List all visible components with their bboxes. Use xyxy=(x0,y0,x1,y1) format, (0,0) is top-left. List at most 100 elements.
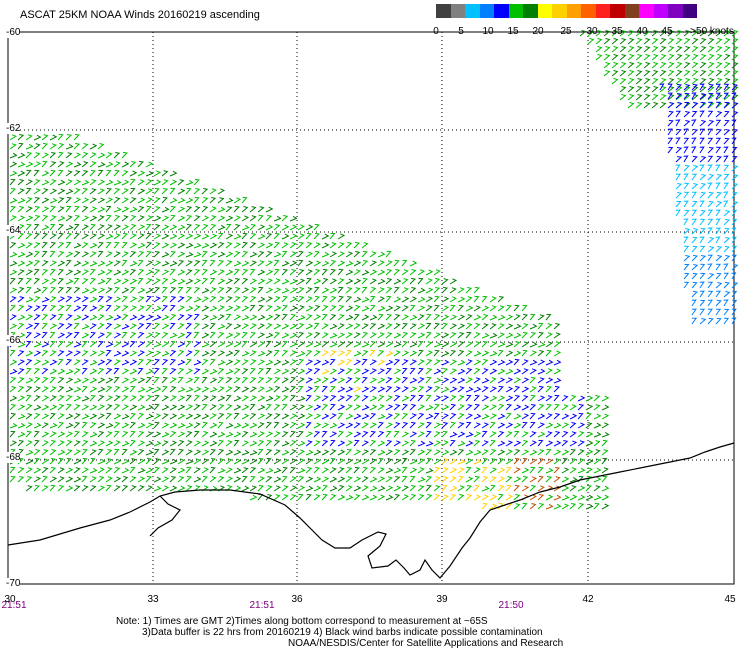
wind-barb xyxy=(9,197,18,204)
wind-barb xyxy=(185,458,194,465)
wind-barb xyxy=(193,449,202,456)
wind-barb xyxy=(297,250,304,258)
wind-barb xyxy=(25,394,32,402)
wind-barb xyxy=(281,287,290,294)
wind-barb xyxy=(723,164,730,172)
wind-barb xyxy=(329,449,337,456)
wind-barb xyxy=(449,359,458,366)
wind-barb xyxy=(353,466,360,474)
wind-barb xyxy=(153,403,160,411)
wind-barb xyxy=(161,233,170,240)
wind-barb xyxy=(161,179,169,186)
wind-barb xyxy=(691,264,699,271)
wind-barb xyxy=(321,404,329,411)
wind-barb xyxy=(449,296,457,303)
wind-barb xyxy=(41,232,49,240)
wind-barb xyxy=(113,376,120,384)
wind-barb xyxy=(521,304,528,312)
wind-barb xyxy=(691,110,698,118)
wind-barb xyxy=(113,197,121,204)
wind-barb xyxy=(65,251,74,258)
wind-barb xyxy=(619,54,627,61)
wind-barb xyxy=(337,268,344,276)
wind-barb xyxy=(113,278,122,285)
wind-barb xyxy=(377,431,385,438)
wind-barb xyxy=(121,323,130,330)
wind-barb xyxy=(313,223,320,231)
wind-barb xyxy=(41,359,50,366)
wind-barb xyxy=(25,260,34,267)
wind-barb xyxy=(289,458,298,465)
wind-barb xyxy=(153,358,160,366)
wind-barb xyxy=(209,269,218,276)
wind-barb xyxy=(41,314,49,321)
wind-barb xyxy=(49,422,58,429)
wind-barb xyxy=(161,242,170,249)
wind-barb xyxy=(537,359,546,366)
wind-barb xyxy=(49,449,57,456)
wind-barb xyxy=(417,314,425,321)
wind-barb xyxy=(153,458,161,465)
wind-barb xyxy=(369,359,378,366)
wind-barb xyxy=(723,218,731,226)
wind-barb xyxy=(433,422,442,429)
wind-barb xyxy=(699,191,706,199)
wind-barb xyxy=(369,251,377,258)
wind-barb xyxy=(707,62,715,69)
wind-barb xyxy=(425,430,432,438)
wind-barb xyxy=(425,449,433,456)
wind-barb xyxy=(169,268,176,276)
wind-barb xyxy=(611,78,619,85)
wind-barb xyxy=(305,458,313,465)
wind-barb xyxy=(561,485,570,492)
wind-barb xyxy=(619,86,627,93)
wind-barb xyxy=(177,350,185,357)
wind-barb xyxy=(683,46,691,53)
wind-barb xyxy=(369,430,376,438)
wind-barb xyxy=(643,94,651,101)
wind-barb xyxy=(249,350,257,357)
wind-barb xyxy=(81,233,89,240)
wind-barb xyxy=(577,458,585,465)
wind-barb xyxy=(457,413,465,420)
wind-barb xyxy=(675,102,683,109)
wind-barb xyxy=(553,323,561,330)
wind-barb xyxy=(129,197,137,204)
wind-barb xyxy=(417,449,426,456)
wind-barb xyxy=(161,359,169,366)
wind-barb xyxy=(17,287,25,294)
wind-barb xyxy=(25,377,34,384)
wind-barb xyxy=(553,385,561,393)
wind-barb xyxy=(529,359,538,366)
wind-barb xyxy=(409,296,418,303)
wind-barb xyxy=(707,246,715,253)
wind-barb xyxy=(89,287,98,294)
wind-barb xyxy=(185,431,193,438)
wind-barb xyxy=(265,449,273,456)
wind-barb xyxy=(201,305,210,312)
wind-barb xyxy=(505,466,512,474)
wind-barb xyxy=(9,395,18,402)
wind-barb xyxy=(457,458,466,465)
wind-barb xyxy=(643,78,651,85)
wind-barb xyxy=(81,413,90,420)
wind-barb xyxy=(441,449,450,456)
wind-barb xyxy=(169,322,176,330)
wind-barb xyxy=(65,403,72,411)
wind-barb xyxy=(393,296,402,303)
wind-barb xyxy=(675,94,683,101)
wind-barb xyxy=(241,314,250,321)
wind-barb xyxy=(521,313,529,321)
wind-barb xyxy=(561,503,570,510)
wind-barb xyxy=(489,332,498,339)
wind-barb xyxy=(361,404,370,411)
wind-barb xyxy=(265,224,274,231)
wind-barb xyxy=(209,314,218,321)
wind-barb xyxy=(57,386,65,393)
wind-barb xyxy=(113,476,122,483)
wind-barb xyxy=(377,457,384,465)
wind-barb xyxy=(627,94,635,101)
wind-barb xyxy=(113,458,122,465)
wind-barb xyxy=(619,30,627,37)
wind-barb xyxy=(497,323,505,330)
